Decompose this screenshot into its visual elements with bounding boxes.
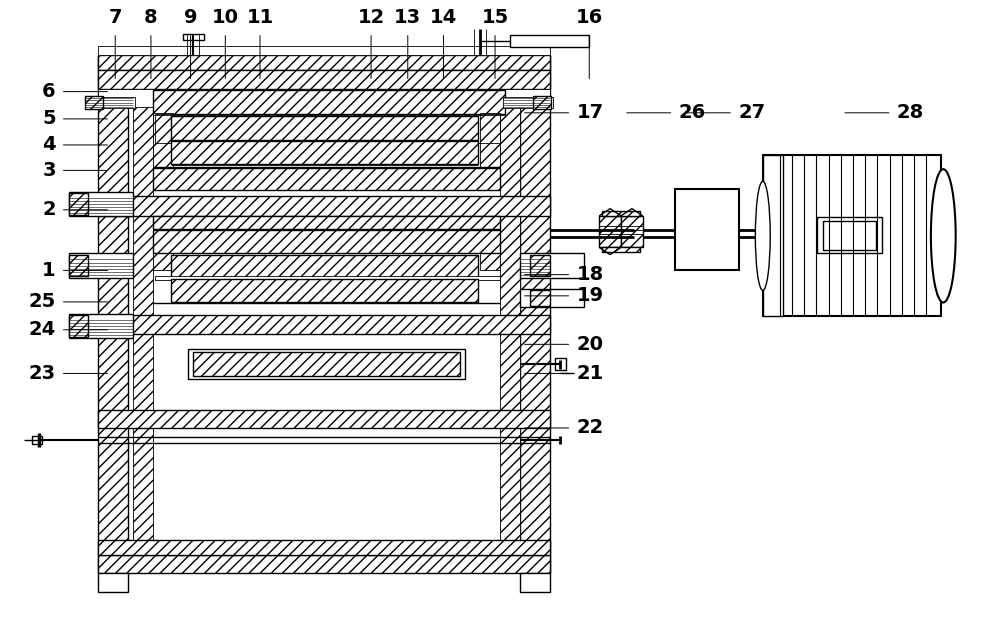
Text: 10: 10 <box>212 8 239 27</box>
Bar <box>510 35 589 47</box>
Bar <box>520 55 550 574</box>
Bar <box>555 358 566 370</box>
Text: 7: 7 <box>108 8 122 27</box>
Bar <box>98 556 550 574</box>
Bar <box>153 216 173 270</box>
Bar <box>480 113 500 174</box>
Bar <box>602 211 640 216</box>
Bar <box>530 290 550 306</box>
Text: 28: 28 <box>897 104 924 122</box>
Text: 24: 24 <box>28 321 56 339</box>
Bar <box>183 34 204 40</box>
Bar <box>69 255 88 277</box>
Bar <box>520 254 584 278</box>
Bar <box>171 141 478 164</box>
Text: 8: 8 <box>144 8 158 27</box>
Text: 22: 22 <box>576 418 604 438</box>
Bar <box>155 277 500 280</box>
Text: 4: 4 <box>42 135 56 154</box>
Ellipse shape <box>755 181 770 290</box>
Text: 16: 16 <box>576 8 603 27</box>
Bar <box>520 288 584 307</box>
Bar <box>69 315 88 337</box>
Bar <box>69 314 133 339</box>
Bar <box>98 46 550 55</box>
Bar <box>98 197 550 216</box>
Text: 13: 13 <box>394 8 421 27</box>
Bar <box>530 255 550 277</box>
Bar <box>98 71 550 89</box>
Text: 1: 1 <box>42 261 56 280</box>
Bar <box>533 96 551 109</box>
Bar <box>171 116 478 140</box>
Bar <box>98 314 550 334</box>
Bar <box>817 217 882 254</box>
Bar <box>133 71 153 556</box>
Text: 21: 21 <box>576 364 604 383</box>
Bar <box>503 97 553 108</box>
Bar <box>171 255 478 278</box>
Bar <box>98 574 128 591</box>
Bar <box>153 168 500 190</box>
Text: 27: 27 <box>738 104 765 122</box>
Bar <box>98 540 550 556</box>
Bar <box>155 114 500 143</box>
Bar <box>520 574 550 591</box>
Bar <box>153 231 500 254</box>
Bar <box>602 247 640 252</box>
Text: 25: 25 <box>28 293 56 311</box>
Bar <box>153 113 173 174</box>
Ellipse shape <box>931 169 956 303</box>
Bar <box>69 254 133 278</box>
Bar <box>480 216 500 270</box>
Bar <box>98 55 128 574</box>
Bar <box>171 279 478 302</box>
Bar <box>85 96 103 109</box>
Text: 2: 2 <box>42 200 56 219</box>
Text: 11: 11 <box>246 8 274 27</box>
Text: 19: 19 <box>576 286 603 305</box>
Bar <box>763 155 941 316</box>
Text: 3: 3 <box>42 161 56 180</box>
Bar <box>193 352 460 376</box>
Text: 17: 17 <box>576 104 603 122</box>
Text: 15: 15 <box>481 8 509 27</box>
Text: 18: 18 <box>576 265 604 284</box>
Text: 9: 9 <box>184 8 197 27</box>
Bar <box>69 193 88 215</box>
Bar <box>153 216 500 229</box>
Text: 12: 12 <box>357 8 385 27</box>
Bar <box>69 192 133 216</box>
Bar <box>675 188 739 270</box>
Bar <box>153 90 505 114</box>
Bar <box>763 155 783 316</box>
Bar <box>32 436 42 445</box>
Bar <box>500 71 520 556</box>
Text: 14: 14 <box>430 8 457 27</box>
Text: 5: 5 <box>42 109 56 128</box>
Text: 6: 6 <box>42 82 56 101</box>
Bar <box>599 216 621 247</box>
Bar <box>188 349 465 379</box>
Bar <box>823 221 876 250</box>
Bar <box>98 55 550 71</box>
Text: 20: 20 <box>576 335 603 354</box>
Text: 26: 26 <box>679 104 706 122</box>
Bar <box>85 97 135 108</box>
Bar <box>98 410 550 428</box>
Bar <box>621 216 643 247</box>
Bar <box>98 89 550 107</box>
Text: 23: 23 <box>29 364 56 383</box>
